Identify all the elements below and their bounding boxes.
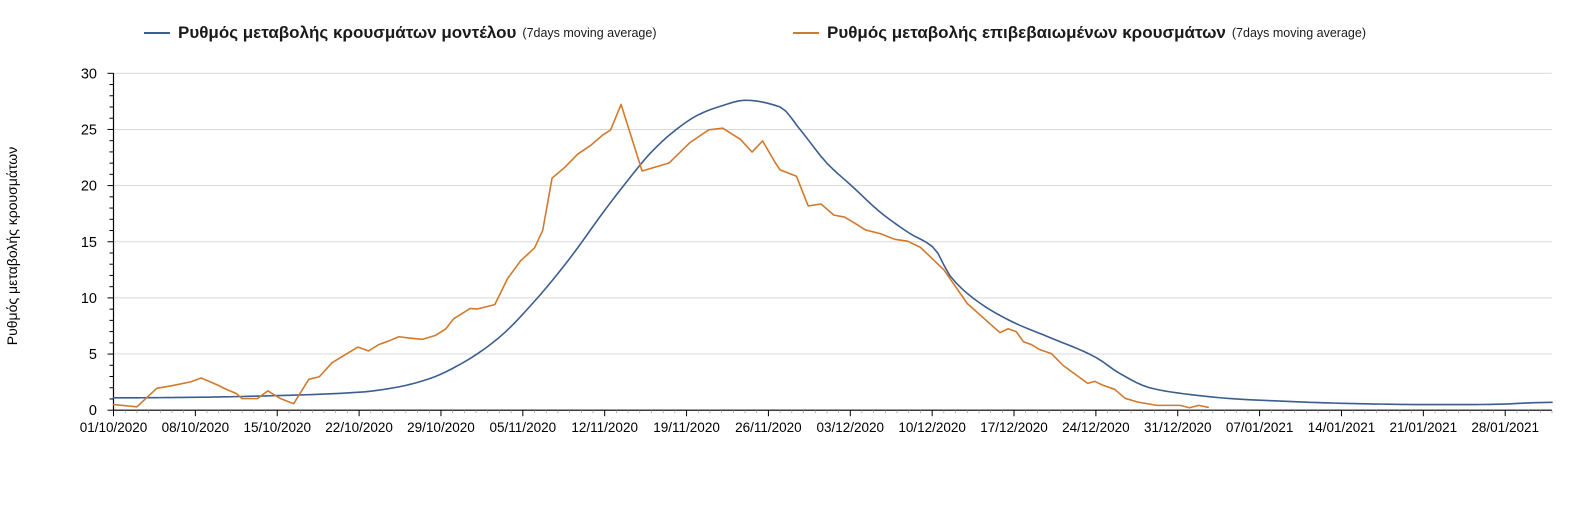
svg-text:20: 20 [81,179,97,195]
svg-text:25: 25 [81,122,97,138]
svg-text:10: 10 [81,291,97,307]
svg-text:5: 5 [89,347,97,363]
svg-text:31/12/2020: 31/12/2020 [1144,420,1212,435]
svg-text:03/12/2020: 03/12/2020 [816,420,884,435]
svg-text:15/10/2020: 15/10/2020 [243,420,311,435]
svg-text:30: 30 [81,66,97,82]
svg-text:21/01/2021: 21/01/2021 [1390,420,1458,435]
svg-text:24/12/2020: 24/12/2020 [1062,420,1130,435]
svg-text:0: 0 [89,403,97,419]
svg-text:29/10/2020: 29/10/2020 [407,420,475,435]
svg-text:05/11/2020: 05/11/2020 [490,420,557,435]
svg-text:22/10/2020: 22/10/2020 [325,420,393,435]
svg-text:19/11/2020: 19/11/2020 [653,420,720,435]
svg-text:10/12/2020: 10/12/2020 [898,420,966,435]
svg-text:08/10/2020: 08/10/2020 [162,420,230,435]
svg-text:07/01/2021: 07/01/2021 [1226,420,1294,435]
svg-text:26/11/2020: 26/11/2020 [735,420,802,435]
svg-text:15: 15 [81,235,97,251]
svg-text:12/11/2020: 12/11/2020 [571,420,638,435]
svg-text:28/01/2021: 28/01/2021 [1471,420,1539,435]
svg-text:01/10/2020: 01/10/2020 [80,420,148,435]
svg-text:14/01/2021: 14/01/2021 [1308,420,1376,435]
svg-text:17/12/2020: 17/12/2020 [980,420,1048,435]
